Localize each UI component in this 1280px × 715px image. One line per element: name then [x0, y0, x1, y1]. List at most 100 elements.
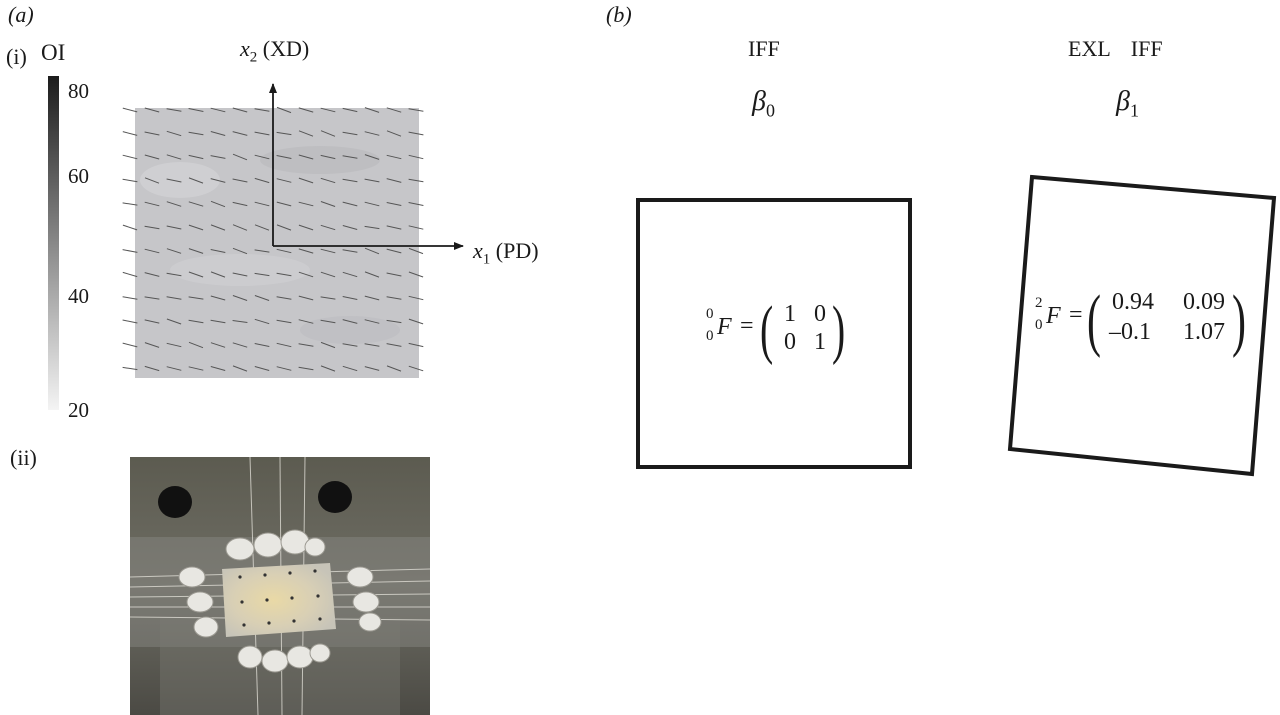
fiber-segment	[254, 343, 270, 347]
orientation-index-colorbar	[48, 76, 59, 410]
fiber-segment	[298, 319, 314, 324]
fiber-segment	[298, 366, 314, 371]
fiber-segment	[342, 365, 358, 372]
matrix0-cell-12: 0	[814, 301, 826, 327]
fiber-segment	[320, 271, 336, 278]
fiber-segment	[276, 155, 292, 159]
fiber-segment	[408, 225, 424, 230]
fiber-segment	[188, 224, 204, 231]
colorbar-title: OI	[41, 40, 66, 65]
fiber-segment	[254, 318, 270, 325]
fiber-segment	[276, 178, 292, 183]
fiber-segment	[276, 106, 292, 114]
fiber-segment	[408, 271, 424, 278]
fiber-segment	[408, 178, 424, 183]
fiber-segment	[144, 131, 160, 136]
fiber-segment	[210, 155, 226, 159]
fiber-segment	[364, 295, 380, 301]
fiber-segment	[276, 248, 292, 254]
fiber-segment	[122, 178, 138, 183]
fiber-segment	[342, 107, 358, 113]
fiber-segment	[232, 247, 248, 255]
fiber-segment	[122, 366, 138, 371]
fiber-segment	[364, 201, 380, 207]
deformation-gradient-deformed: 2 0 F = ( 0.94 0.09 –0.1 1.07 )	[1035, 282, 1246, 359]
fiber-segment	[254, 201, 270, 207]
fiber-segment	[210, 131, 226, 136]
fiber-segment	[386, 130, 402, 137]
fiber-segment	[144, 107, 160, 113]
x1-axis-label: x1 (PD)	[473, 238, 539, 268]
fiber-segment	[320, 341, 336, 349]
fiber-segment	[320, 107, 336, 113]
fiber-segment	[122, 319, 138, 324]
fiber-segment	[144, 342, 160, 348]
fiber-segment	[210, 200, 226, 208]
matrix1-cell-11: 0.94	[1112, 289, 1154, 315]
fiber-segment	[166, 248, 182, 254]
fiber-segment	[254, 272, 270, 277]
fiber-segment	[144, 248, 160, 254]
fiber-segment	[232, 107, 248, 113]
fiber-segment	[320, 319, 336, 324]
fiber-segment	[188, 271, 204, 278]
fiber-segment	[342, 296, 358, 300]
fiber-segment	[210, 107, 226, 113]
fiber-segment	[298, 271, 314, 278]
fiber-segment	[298, 224, 314, 231]
fiber-segment	[188, 201, 204, 207]
fiber-segment	[232, 153, 248, 161]
fiber-segment	[298, 130, 314, 137]
fiber-segment	[232, 272, 248, 277]
fiber-segment	[408, 131, 424, 136]
beta1-label: β1	[1116, 86, 1139, 121]
fiber-segment	[254, 249, 270, 253]
fiber-segment	[408, 365, 424, 372]
state0-header: IFF	[748, 36, 780, 61]
fiber-segment	[166, 318, 182, 325]
fiber-segment	[188, 296, 204, 300]
fiber-segment	[408, 202, 424, 206]
fiber-segment	[364, 319, 380, 324]
subpanel-ii-label: (ii)	[10, 445, 37, 470]
fiber-segment	[408, 247, 424, 255]
state1-header: EXL IFF	[1068, 36, 1163, 61]
fiber-segment	[188, 177, 204, 184]
fiber-segment	[232, 295, 248, 301]
fiber-segment	[232, 365, 248, 372]
fiber-segment	[166, 366, 182, 371]
fiber-segment	[254, 131, 270, 136]
fiber-segment	[320, 130, 336, 137]
panel-b-label: (b)	[606, 2, 632, 27]
fiber-segment	[342, 131, 358, 136]
fiber-segment	[232, 178, 248, 183]
fiber-segment	[122, 342, 138, 348]
fiber-segment	[276, 342, 292, 348]
fiber-segment	[386, 107, 402, 113]
fiber-segment	[320, 154, 336, 160]
fiber-segment	[386, 319, 402, 324]
fiber-segment	[122, 271, 138, 278]
fiber-segment	[386, 178, 402, 183]
deformed-square	[1007, 174, 1277, 477]
fiber-segment	[276, 131, 292, 136]
fiber-segment	[364, 154, 380, 160]
matrix0-cell-21: 0	[784, 329, 796, 355]
fiber-segment	[342, 249, 358, 253]
fiber-segment	[254, 366, 270, 371]
fiber-segment	[254, 295, 270, 301]
fiber-segment	[320, 248, 336, 254]
fiber-segment	[210, 366, 226, 371]
fiber-segment	[166, 154, 182, 160]
fiber-segment	[408, 342, 424, 348]
fiber-segment	[144, 154, 160, 160]
fiber-segment	[298, 248, 314, 254]
fiber-segment	[254, 224, 270, 231]
fiber-segment	[166, 296, 182, 300]
colorbar-tick-20: 20	[68, 398, 89, 422]
fiber-segment	[364, 225, 380, 230]
fiber-segment	[386, 343, 402, 347]
fiber-segment	[144, 319, 160, 324]
matrix0-cell-11: 1	[784, 301, 796, 327]
fiber-segment	[364, 366, 380, 371]
